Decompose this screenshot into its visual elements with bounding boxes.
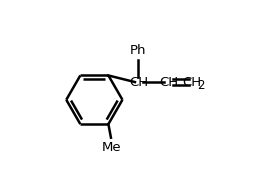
Text: CH: CH <box>159 76 178 89</box>
Text: CH: CH <box>129 76 148 89</box>
Text: 2: 2 <box>197 79 204 92</box>
Text: CH: CH <box>183 76 202 89</box>
Text: Me: Me <box>102 141 122 154</box>
Text: Ph: Ph <box>130 44 147 57</box>
